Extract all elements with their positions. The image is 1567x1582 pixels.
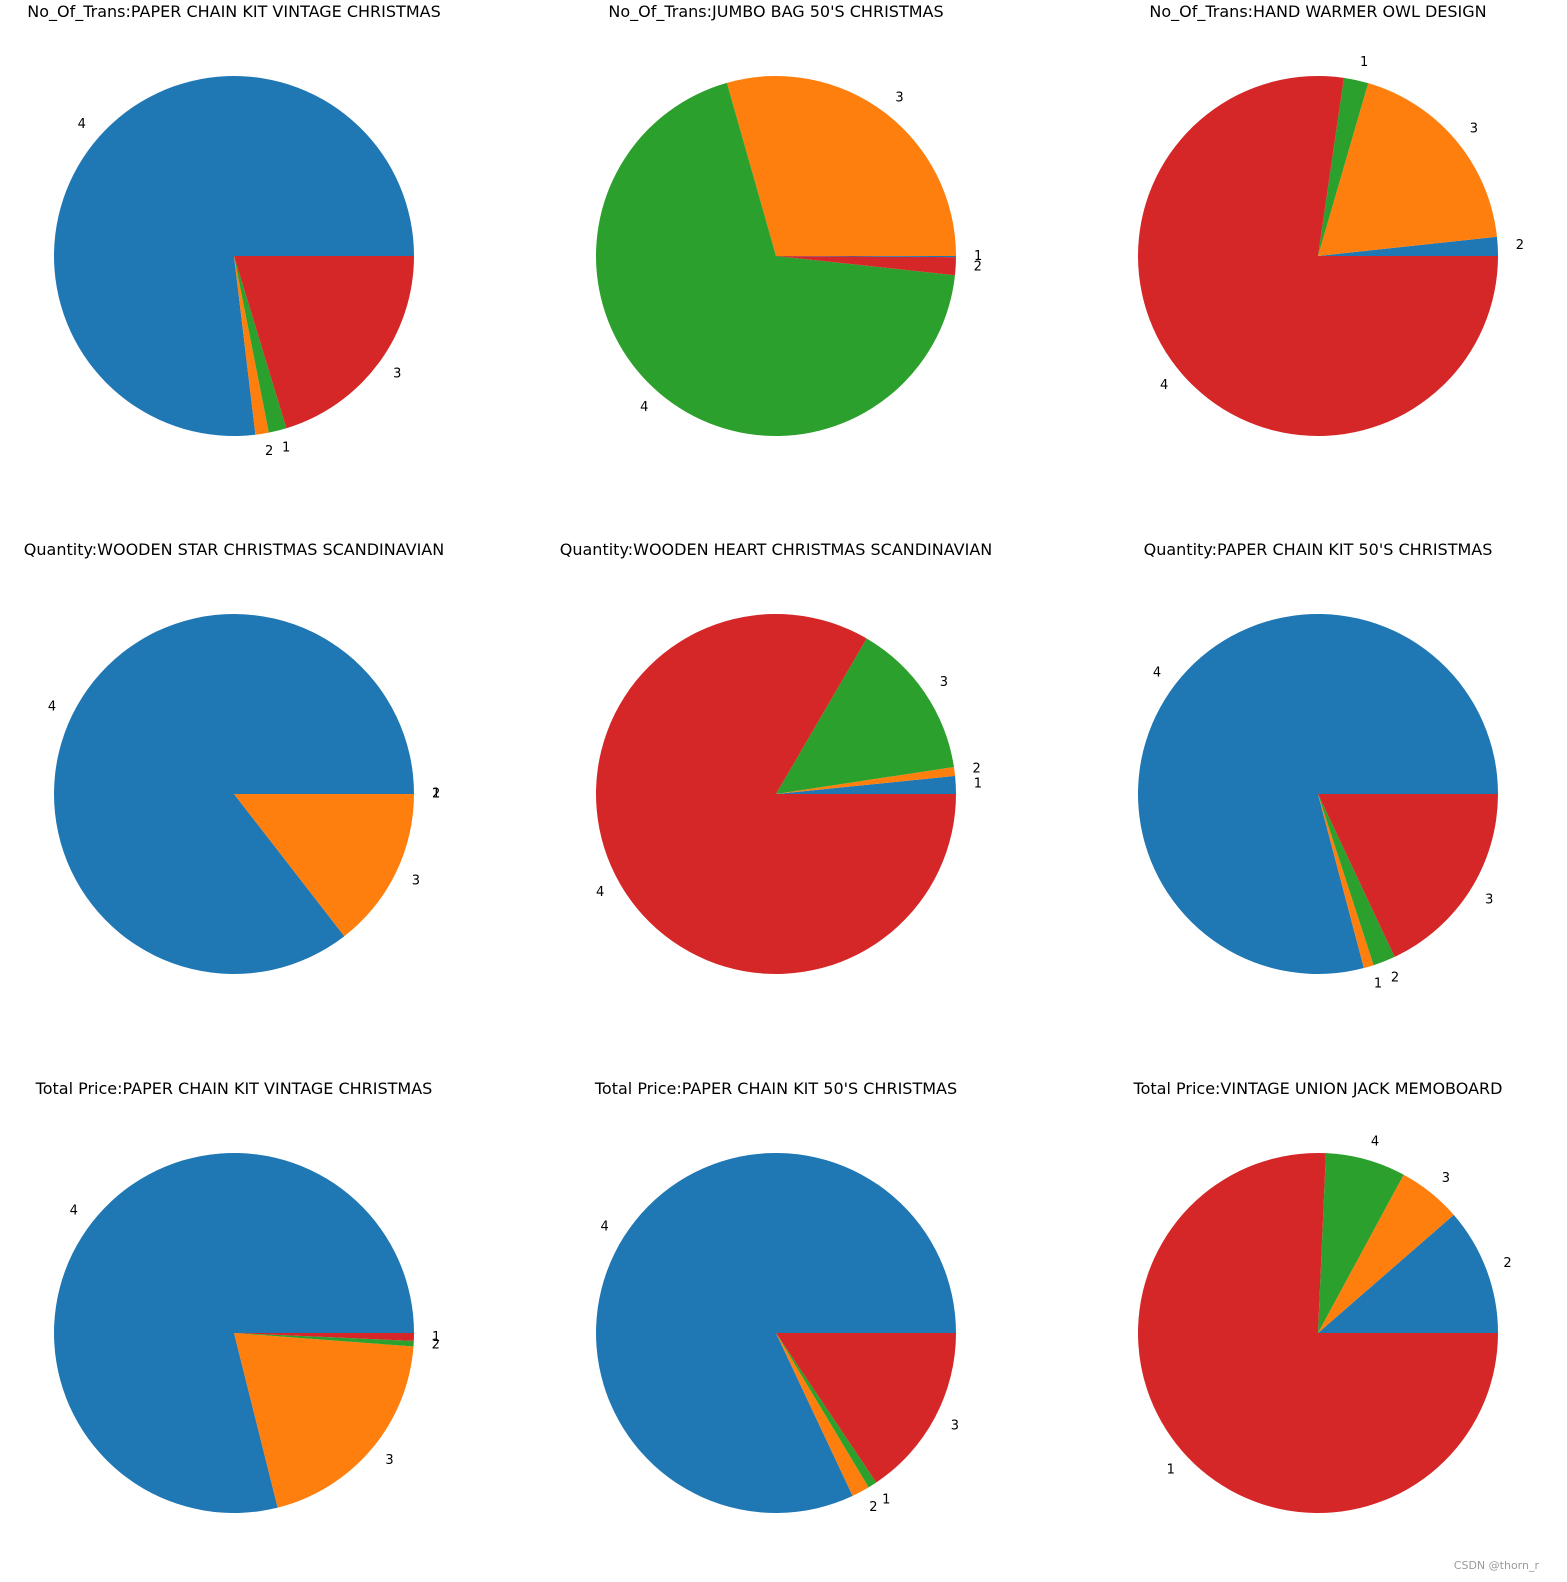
slice-label: 1 bbox=[1167, 1462, 1175, 1477]
slice-label: 2 bbox=[869, 1500, 877, 1515]
pie-slice-2 bbox=[776, 766, 956, 794]
slice-label: 1 bbox=[282, 441, 290, 456]
pie-slice-3 bbox=[234, 256, 414, 429]
slice-label: 1 bbox=[1360, 55, 1368, 70]
slice-label: 4 bbox=[1153, 666, 1161, 681]
pie-slice-2 bbox=[234, 256, 269, 435]
slice-label: 3 bbox=[895, 91, 903, 106]
pie-slice-4 bbox=[596, 82, 955, 436]
pie-slice-2 bbox=[776, 256, 956, 276]
pie-slice-2 bbox=[1318, 1214, 1498, 1333]
pie-slice-3 bbox=[234, 1333, 414, 1508]
pie-slice-2 bbox=[776, 1333, 869, 1496]
slice-label: 3 bbox=[1470, 121, 1478, 136]
pie-slice-3 bbox=[776, 638, 954, 794]
chart-title: No_Of_Trans:JUMBO BAG 50'S CHRISTMAS bbox=[608, 2, 943, 22]
chart-title: No_Of_Trans:HAND WARMER OWL DESIGN bbox=[1149, 2, 1486, 22]
pie-slice-4 bbox=[1138, 76, 1498, 436]
pie-slice-1 bbox=[234, 256, 287, 433]
pie-slice-2 bbox=[1318, 236, 1498, 256]
pie-slice-1 bbox=[776, 775, 956, 794]
pie-chart-8: Total Price:PAPER CHAIN KIT 50'S CHRISTM… bbox=[594, 1079, 959, 1515]
slice-label: 3 bbox=[385, 1453, 393, 1468]
pie-slice-3 bbox=[234, 794, 414, 937]
pie-slice-4 bbox=[596, 614, 956, 975]
slice-label: 3 bbox=[393, 366, 401, 381]
slice-label: 3 bbox=[940, 675, 948, 690]
slice-label: 4 bbox=[1371, 1135, 1379, 1150]
slice-label: 2 bbox=[432, 1337, 440, 1352]
pie-chart-5: Quantity:WOODEN HEART CHRISTMAS SCANDINA… bbox=[560, 540, 992, 975]
pie-chart-7: Total Price:PAPER CHAIN KIT VINTAGE CHRI… bbox=[35, 1079, 440, 1513]
slice-label: 3 bbox=[951, 1419, 959, 1434]
slice-label: 2 bbox=[1391, 971, 1399, 986]
pie-slice-1 bbox=[1318, 77, 1369, 256]
chart-title: Total Price:VINTAGE UNION JACK MEMOBOARD bbox=[1133, 1079, 1503, 1098]
pie-slice-3 bbox=[776, 1333, 956, 1483]
slice-label: 2 bbox=[265, 444, 273, 459]
pie-chart-1: No_Of_Trans:PAPER CHAIN KIT VINTAGE CHRI… bbox=[27, 2, 440, 459]
watermark: CSDN @thorn_r bbox=[1453, 1559, 1539, 1572]
pie-chart-4: Quantity:WOODEN STAR CHRISTMAS SCANDINAV… bbox=[24, 540, 444, 974]
chart-title: No_Of_Trans:PAPER CHAIN KIT VINTAGE CHRI… bbox=[27, 2, 440, 22]
slice-label: 2 bbox=[972, 762, 980, 777]
pie-chart-3: No_Of_Trans:HAND WARMER OWL DESIGN 2 3 1 4 bbox=[1138, 2, 1524, 436]
pie-slice-4 bbox=[1318, 1153, 1404, 1333]
pie-slice-3 bbox=[1318, 1174, 1454, 1333]
slice-label: 2 bbox=[974, 260, 982, 275]
slice-label: 3 bbox=[412, 874, 420, 889]
slice-label: 1 bbox=[974, 777, 982, 792]
chart-title: Total Price:PAPER CHAIN KIT VINTAGE CHRI… bbox=[35, 1079, 433, 1098]
slice-label: 4 bbox=[640, 400, 648, 415]
slice-label: 1 bbox=[882, 1493, 890, 1508]
slice-label: 4 bbox=[1160, 378, 1168, 393]
slice-label: 2 bbox=[432, 787, 440, 802]
pie-slice-2 bbox=[234, 1333, 414, 1347]
pie-slice-1 bbox=[234, 1333, 414, 1341]
pie-slice-1 bbox=[776, 1333, 877, 1488]
pie-chart-9: Total Price:VINTAGE UNION JACK MEMOBOARD… bbox=[1133, 1079, 1512, 1513]
slice-label: 4 bbox=[601, 1219, 609, 1234]
pie-slice-2 bbox=[1318, 794, 1395, 966]
slice-label: 4 bbox=[78, 117, 86, 132]
pie-chart-2: No_Of_Trans:JUMBO BAG 50'S CHRISTMAS 3 4 21 bbox=[596, 2, 982, 436]
chart-title: Quantity:PAPER CHAIN KIT 50'S CHRISTMAS bbox=[1144, 540, 1493, 559]
pie-chart-6: Quantity:PAPER CHAIN KIT 50'S CHRISTMAS 4… bbox=[1138, 540, 1499, 991]
pie-slice-3 bbox=[1318, 83, 1497, 257]
chart-title: Quantity:WOODEN STAR CHRISTMAS SCANDINAV… bbox=[24, 540, 444, 559]
slice-label: 1 bbox=[432, 1330, 440, 1345]
slice-label: 2 bbox=[1516, 238, 1524, 253]
pie-slice-1 bbox=[1138, 1153, 1498, 1513]
slice-label: 1 bbox=[1374, 976, 1382, 991]
slice-label: 1 bbox=[432, 787, 440, 802]
slice-label: 2 bbox=[1503, 1256, 1511, 1271]
slice-label: 3 bbox=[1485, 893, 1493, 908]
pie-slice-1 bbox=[776, 256, 956, 258]
slice-label: 1 bbox=[974, 249, 982, 264]
pie-slice-3 bbox=[726, 76, 956, 256]
slice-label: 4 bbox=[70, 1204, 78, 1219]
pie-slice-3 bbox=[1318, 794, 1498, 957]
pie-slice-4 bbox=[53, 1153, 414, 1513]
chart-title: Quantity:WOODEN HEART CHRISTMAS SCANDINA… bbox=[560, 540, 992, 559]
slice-label: 4 bbox=[596, 885, 604, 900]
pie-slice-1 bbox=[1318, 794, 1374, 969]
chart-title: Total Price:PAPER CHAIN KIT 50'S CHRISTM… bbox=[594, 1079, 957, 1098]
slice-label: 3 bbox=[1442, 1171, 1450, 1186]
slice-label: 4 bbox=[48, 699, 56, 714]
